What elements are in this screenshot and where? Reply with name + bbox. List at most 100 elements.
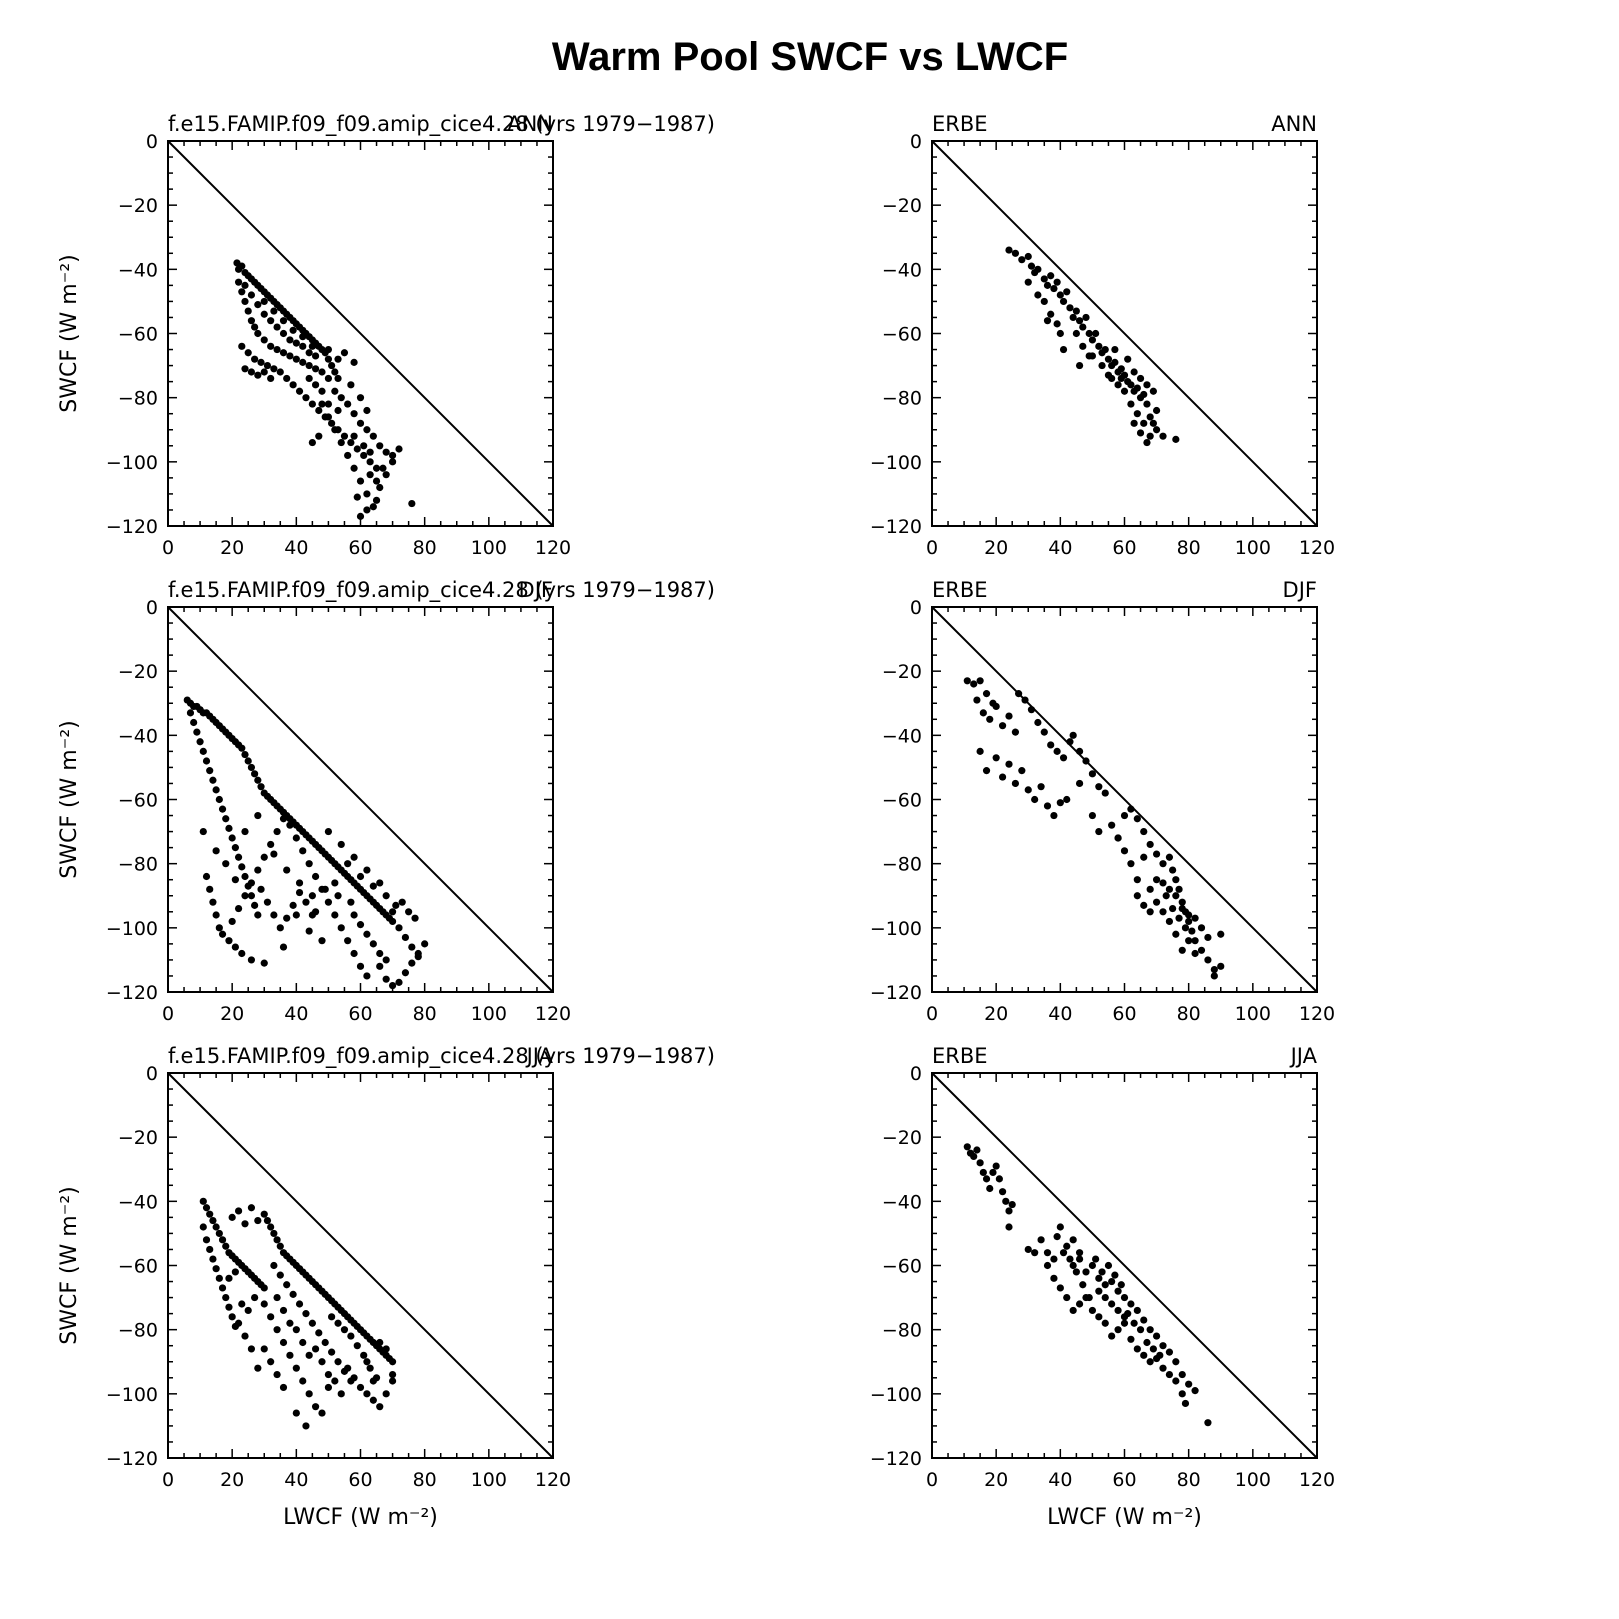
data-point bbox=[1191, 1387, 1199, 1395]
data-point bbox=[1011, 728, 1020, 736]
x-tick-label: 100 bbox=[471, 1003, 507, 1025]
data-point bbox=[292, 355, 300, 363]
data-point bbox=[331, 387, 339, 395]
data-point bbox=[1005, 712, 1013, 720]
data-point bbox=[1101, 1293, 1109, 1302]
data-point bbox=[279, 1306, 288, 1315]
data-point bbox=[292, 1409, 300, 1417]
data-point bbox=[356, 1383, 365, 1392]
data-point bbox=[1024, 252, 1032, 261]
data-point bbox=[254, 776, 262, 784]
data-point bbox=[315, 406, 323, 415]
x-axis-title: LWCF (W m⁻²) bbox=[283, 1505, 438, 1530]
data-point bbox=[276, 1242, 284, 1250]
data-point bbox=[199, 747, 207, 755]
data-point bbox=[1114, 1306, 1122, 1315]
data-point bbox=[1059, 345, 1068, 354]
data-point bbox=[218, 1236, 227, 1244]
data-point bbox=[1063, 795, 1071, 804]
data-point bbox=[1056, 799, 1064, 807]
data-point bbox=[1172, 435, 1180, 443]
data-point bbox=[1140, 901, 1148, 909]
data-point bbox=[199, 827, 207, 836]
data-point bbox=[1024, 278, 1032, 286]
data-point bbox=[328, 1313, 336, 1321]
panel-left-label: ERBE bbox=[932, 112, 988, 136]
data-point bbox=[360, 1351, 368, 1359]
data-point bbox=[1011, 249, 1020, 257]
data-point bbox=[254, 1216, 262, 1225]
data-point bbox=[1172, 876, 1180, 884]
y-tick-label: −120 bbox=[870, 516, 922, 538]
data-point bbox=[308, 342, 316, 350]
data-point bbox=[331, 1377, 339, 1385]
data-point bbox=[1088, 770, 1097, 778]
x-tick-label: 60 bbox=[348, 1003, 372, 1025]
data-point bbox=[311, 365, 320, 373]
data-point bbox=[299, 1377, 307, 1385]
data-point bbox=[228, 917, 236, 926]
data-point bbox=[254, 811, 262, 820]
data-point bbox=[270, 365, 278, 373]
data-point bbox=[344, 400, 352, 408]
data-point bbox=[1175, 885, 1183, 893]
data-point bbox=[315, 432, 323, 440]
data-point bbox=[1143, 1338, 1151, 1347]
data-point bbox=[1047, 272, 1055, 280]
y-tick-label: −80 bbox=[118, 388, 158, 410]
data-point bbox=[241, 892, 249, 900]
data-point bbox=[1108, 1332, 1116, 1340]
y-tick-label: 0 bbox=[910, 1063, 922, 1085]
data-point bbox=[1191, 914, 1199, 922]
data-point bbox=[363, 972, 371, 980]
data-point bbox=[1085, 352, 1093, 360]
data-point bbox=[1095, 827, 1103, 836]
data-point bbox=[1146, 885, 1154, 893]
data-point bbox=[1146, 413, 1154, 421]
data-point bbox=[388, 1370, 397, 1379]
data-point bbox=[260, 1345, 268, 1353]
data-point bbox=[225, 937, 233, 945]
data-point bbox=[350, 1374, 358, 1382]
data-point bbox=[1085, 329, 1093, 338]
data-point bbox=[1104, 371, 1113, 379]
data-point bbox=[1024, 1245, 1032, 1254]
data-point bbox=[257, 783, 265, 791]
data-point bbox=[340, 432, 349, 440]
data-point bbox=[251, 323, 259, 331]
data-point bbox=[270, 1261, 278, 1270]
data-point bbox=[392, 901, 400, 909]
data-point bbox=[1172, 1358, 1180, 1366]
x-tick-label: 120 bbox=[1299, 1003, 1335, 1025]
y-axis-title: SWCF (W m⁻²) bbox=[57, 720, 82, 879]
y-tick-label: −80 bbox=[882, 854, 922, 876]
data-point bbox=[1140, 390, 1148, 399]
data-point bbox=[289, 381, 297, 389]
y-tick-label: 0 bbox=[910, 597, 922, 619]
data-point bbox=[222, 1242, 230, 1250]
data-point bbox=[247, 1204, 256, 1212]
data-point bbox=[1069, 1236, 1077, 1244]
data-point bbox=[1133, 410, 1141, 418]
data-point bbox=[388, 917, 397, 926]
data-point bbox=[231, 943, 239, 951]
data-point bbox=[263, 1216, 272, 1225]
data-point bbox=[202, 1236, 211, 1244]
data-point bbox=[347, 1332, 355, 1340]
data-point bbox=[353, 493, 361, 501]
data-point bbox=[311, 1403, 320, 1411]
data-point bbox=[1079, 342, 1087, 350]
y-tick-label: −80 bbox=[882, 1320, 922, 1342]
data-point bbox=[324, 374, 333, 383]
data-point bbox=[267, 374, 275, 383]
data-point bbox=[1088, 1261, 1097, 1270]
data-point bbox=[1111, 1271, 1119, 1279]
data-point bbox=[1178, 1370, 1186, 1379]
y-tick-label: −120 bbox=[870, 1448, 922, 1470]
data-point bbox=[340, 349, 349, 357]
data-point bbox=[324, 898, 333, 906]
data-point bbox=[1075, 747, 1084, 755]
data-point bbox=[1120, 371, 1129, 379]
data-point bbox=[356, 419, 365, 427]
data-point bbox=[331, 368, 339, 376]
